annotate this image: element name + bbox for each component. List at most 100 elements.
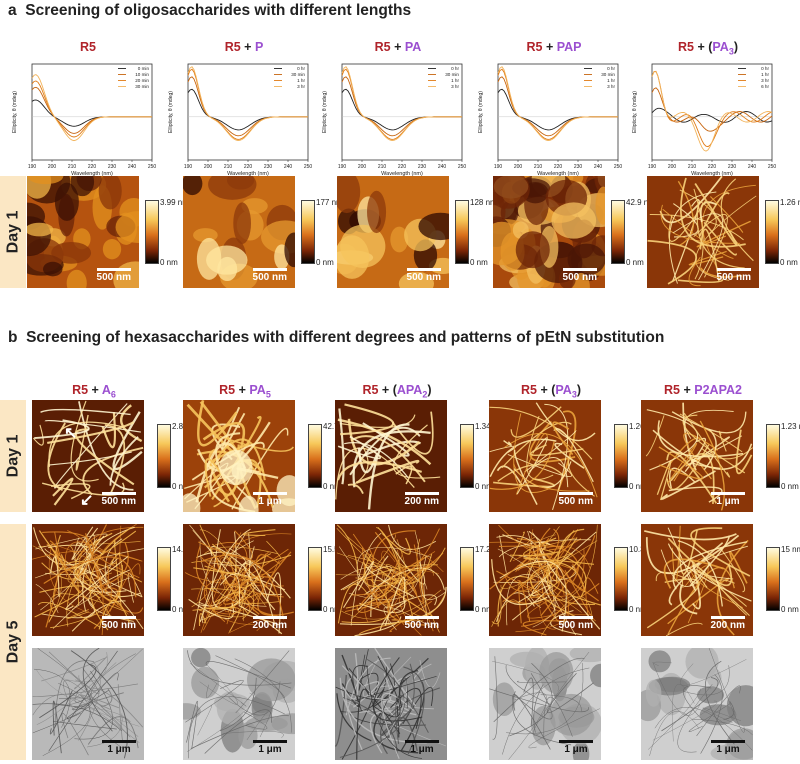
svg-text:240: 240: [748, 164, 757, 170]
title-plus: +: [390, 40, 405, 54]
cd-spectrum-plot: 190 200 210 220 230 240 250 Wavelength (nm) Elli…: [166, 58, 312, 177]
svg-text:200: 200: [668, 164, 677, 170]
svg-text:6 hr: 6 hr: [761, 84, 769, 89]
height-colorbar-day1-min-label: 0 nm: [781, 482, 799, 491]
column-title: R5 + A6: [24, 383, 164, 400]
height-colorbar-day5-max-label: 15 nm: [781, 545, 800, 554]
height-colorbar: [301, 200, 315, 264]
height-colorbar: [145, 200, 159, 264]
day-label-text: Day 1: [4, 434, 22, 478]
scale-bar-label: 1 μm: [564, 744, 588, 755]
scale-bar: 500 nm: [407, 268, 441, 283]
svg-text:250: 250: [458, 164, 466, 170]
svg-text:230: 230: [728, 164, 737, 170]
height-colorbar-day5-min-label: 0 nm: [323, 605, 341, 614]
scale-bar: 1 μm: [711, 492, 745, 507]
scale-bar-line: [96, 268, 131, 271]
afm-image-day1: 200 nm: [335, 400, 447, 512]
svg-text:250: 250: [768, 164, 776, 170]
scale-bar-label: 1 μm: [716, 744, 740, 755]
svg-text:240: 240: [284, 164, 293, 170]
scale-bar-line: [710, 616, 745, 619]
afm-image-day5: 500 nm: [335, 524, 447, 636]
section-b-letter: b: [8, 329, 18, 346]
height-colorbar-day1: [766, 424, 780, 488]
height-colorbar-day1-min-label: 0 nm: [323, 482, 341, 491]
scale-bar-line: [101, 616, 136, 619]
title-plus: +: [235, 383, 250, 397]
scale-bar: 500 nm: [102, 492, 136, 507]
panel-title: R5: [18, 40, 158, 57]
scale-bar-label: 1 μm: [410, 744, 434, 755]
scale-bar: 500 nm: [717, 268, 751, 283]
svg-text:10 min: 10 min: [135, 72, 149, 77]
svg-text:210: 210: [378, 164, 387, 170]
svg-text:210: 210: [534, 164, 543, 170]
svg-text:1 hr: 1 hr: [451, 78, 459, 83]
svg-text:200: 200: [358, 164, 367, 170]
panel-title: R5 + (PA3): [638, 40, 778, 57]
svg-text:190: 190: [494, 164, 503, 170]
cd-spectrum-plot: 190 200 210 220 230 240 250 Wavelength (nm) Elli…: [476, 58, 622, 177]
scale-bar-line: [405, 740, 439, 743]
height-colorbar-day5: [766, 547, 780, 611]
title-plus: +: [88, 383, 102, 397]
section-b-title-text: Screening of hexasaccharides with differ…: [26, 329, 665, 346]
arrow-marker: ↖: [64, 425, 78, 442]
svg-text:200: 200: [204, 164, 213, 170]
afm-image-day5: 500 nm: [32, 524, 144, 636]
scale-bar-label: 500 nm: [562, 272, 597, 283]
scale-bar: 200 nm: [253, 616, 287, 631]
height-colorbar-day1-min-label: 0 nm: [172, 482, 190, 491]
svg-text:190: 190: [28, 164, 37, 170]
svg-text:230: 230: [574, 164, 583, 170]
section-a-title-text: Screening of oligosaccharides with diffe…: [25, 2, 412, 19]
height-colorbar-day1-max-label: 1.23 nm: [781, 422, 800, 431]
height-colorbar-day5: [157, 547, 171, 611]
svg-text:240: 240: [594, 164, 603, 170]
day-label: Day 1: [0, 400, 26, 512]
scale-bar: 500 nm: [102, 616, 136, 631]
svg-text:190: 190: [648, 164, 657, 170]
scale-bar-line: [559, 740, 593, 743]
height-colorbar-min-label: 0 nm: [470, 258, 488, 267]
height-colorbar-max-label: 128 nm: [470, 198, 497, 207]
scale-bar-label: 1 μm: [258, 744, 282, 755]
title-sugar: PA: [249, 383, 266, 397]
height-colorbar-day5: [460, 547, 474, 611]
section-a-title: a Screening of oligosaccharides with dif…: [8, 2, 411, 20]
height-colorbar-day1: [460, 424, 474, 488]
afm-image: 500 nm: [183, 176, 295, 288]
tem-image: 1 μm: [183, 648, 295, 760]
svg-text:0 hr: 0 hr: [297, 66, 305, 71]
title-r5: R5: [677, 40, 694, 54]
afm-image: 500 nm: [27, 176, 139, 288]
svg-text:3 hr: 3 hr: [297, 84, 305, 89]
height-colorbar-day5-min-label: 0 nm: [172, 605, 190, 614]
height-colorbar: [765, 200, 779, 264]
title-sugar: PA: [404, 40, 422, 54]
day-label-text: Day 5: [4, 620, 22, 664]
scale-bar-line: [562, 268, 597, 271]
svg-text:210: 210: [688, 164, 697, 170]
svg-text:220: 220: [554, 164, 563, 170]
svg-text:3 hr: 3 hr: [607, 84, 615, 89]
panel-title: R5 + PAP: [484, 40, 624, 57]
svg-text:200: 200: [514, 164, 523, 170]
title-r5: R5: [362, 383, 379, 397]
tem-image: 1 μm: [489, 648, 601, 760]
svg-text:1 hr: 1 hr: [297, 78, 305, 83]
scale-bar: 500 nm: [97, 268, 131, 283]
scale-bar-label: 200 nm: [252, 620, 287, 631]
scale-bar: 200 nm: [711, 616, 745, 631]
scale-bar: 500 nm: [253, 268, 287, 283]
afm-image-day1: 500 nm: [32, 400, 144, 512]
title-plus: + (: [378, 383, 397, 397]
height-colorbar-day1: [157, 424, 171, 488]
day-label-text: Day 1: [4, 210, 22, 254]
height-colorbar-max-label: 1.26 nm: [780, 198, 800, 207]
svg-text:0 hr: 0 hr: [761, 66, 769, 71]
scale-bar-line: [711, 740, 745, 743]
title-close: ): [733, 40, 739, 54]
title-plus: +: [240, 40, 255, 54]
